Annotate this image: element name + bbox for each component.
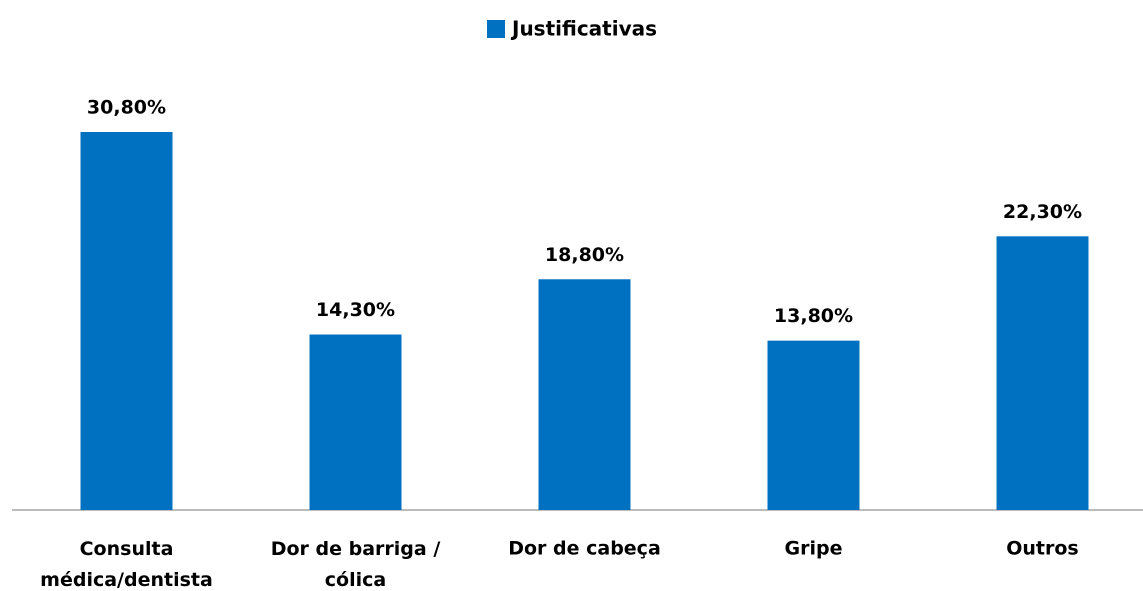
value-label: 30,80% <box>87 97 166 119</box>
bar <box>767 340 860 510</box>
x-tick-label: Consulta médica/dentista <box>40 538 213 591</box>
bar <box>996 236 1089 510</box>
bar <box>538 279 631 510</box>
bar <box>80 132 173 510</box>
x-tick-label: Dor de barriga / cólica <box>271 538 441 591</box>
legend-label: Justificativas <box>510 17 657 41</box>
value-label: 14,30% <box>316 299 395 321</box>
legend-swatch <box>487 20 505 38</box>
x-tick-label: Outros <box>1006 538 1079 560</box>
x-tick-label: Dor de cabeça <box>508 538 661 560</box>
bar <box>309 334 402 510</box>
value-label: 18,80% <box>545 244 624 266</box>
x-tick-label: Gripe <box>785 538 843 560</box>
value-label: 22,30% <box>1003 201 1082 223</box>
value-label: 13,80% <box>774 305 853 327</box>
